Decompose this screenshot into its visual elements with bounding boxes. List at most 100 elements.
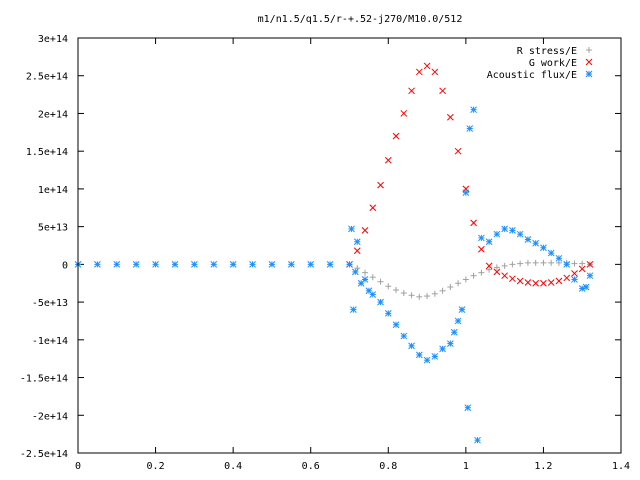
legend-marker — [586, 47, 592, 53]
data-point — [470, 219, 477, 227]
data-point — [439, 287, 446, 294]
data-point — [454, 147, 462, 155]
data-point — [485, 238, 493, 246]
data-point — [478, 269, 485, 276]
data-point — [431, 68, 439, 76]
legend-marker — [585, 58, 593, 66]
series-0 — [346, 259, 593, 300]
data-point — [326, 261, 334, 268]
data-point — [384, 156, 392, 164]
data-point — [408, 87, 415, 95]
data-point — [348, 225, 355, 233]
data-point — [540, 259, 547, 266]
data-point — [392, 321, 400, 329]
y-tick-label: -2.5e+14 — [20, 449, 68, 460]
data-point — [547, 279, 555, 286]
data-point — [431, 290, 438, 297]
x-axis: 0 0.2 0.4 0.6 0.8 1 1.2 1.4 — [75, 38, 630, 472]
y-tick-label: -1.5e+14 — [20, 374, 68, 385]
y-tick-label: 0 — [62, 260, 68, 271]
x-tick-label: 0 — [75, 461, 81, 472]
data-point — [540, 279, 547, 287]
x-tick-label: 1 — [463, 461, 469, 472]
y-tick-label: 1e+14 — [38, 185, 68, 196]
data-point — [423, 356, 431, 364]
data-point — [361, 227, 369, 234]
data-point — [249, 261, 256, 268]
data-point — [424, 293, 431, 300]
data-point — [351, 268, 359, 276]
data-point — [439, 87, 446, 95]
data-point — [350, 306, 357, 313]
data-point — [446, 113, 454, 121]
data-point — [400, 290, 407, 297]
legend-marker — [585, 70, 593, 78]
legend-label: Acoustic flux/E — [487, 70, 577, 81]
data-point — [524, 236, 532, 243]
data-point — [450, 328, 458, 336]
data-point — [447, 284, 454, 290]
series-1 — [346, 62, 594, 287]
data-point — [555, 277, 563, 285]
data-point — [353, 238, 361, 246]
plot-frame — [77, 37, 622, 454]
data-point — [548, 259, 555, 266]
y-tick-label: 5e+13 — [38, 223, 68, 234]
x-tick-label: 0.8 — [379, 461, 397, 472]
data-point — [579, 260, 586, 267]
data-point — [501, 225, 508, 233]
data-point — [524, 259, 531, 266]
data-point — [524, 279, 532, 286]
series-2 — [74, 106, 594, 444]
data-point — [385, 283, 392, 290]
x-tick-label: 1.4 — [612, 461, 630, 472]
data-point — [571, 270, 578, 277]
data-point — [423, 62, 431, 70]
data-point — [582, 283, 590, 291]
data-point — [393, 287, 400, 294]
data-point — [400, 110, 408, 117]
data-point — [384, 310, 392, 317]
data-point — [563, 274, 571, 282]
data-point — [532, 239, 540, 247]
data-point — [462, 189, 470, 197]
x-tick-label: 0.6 — [302, 461, 320, 472]
data-point — [563, 261, 571, 268]
data-point — [408, 292, 415, 299]
data-point — [365, 287, 373, 295]
data-point — [478, 245, 485, 253]
data-point — [532, 279, 540, 287]
data-point — [229, 261, 237, 268]
plot-area — [74, 62, 594, 444]
x-tick-label: 0.4 — [224, 461, 242, 472]
data-point — [578, 265, 586, 273]
data-point — [516, 277, 524, 285]
data-point — [408, 342, 415, 350]
data-point — [478, 234, 485, 242]
data-point — [455, 280, 462, 287]
data-point — [415, 68, 423, 76]
chart-title: m1/n1.5/q1.5/r-+.52-j270/M10.0/512 — [258, 14, 463, 25]
legend-label: G work/E — [529, 58, 577, 69]
y-tick-label: -1e+14 — [32, 336, 68, 347]
data-point — [431, 353, 439, 360]
data-point — [493, 230, 501, 238]
data-point — [362, 269, 369, 276]
data-point — [377, 278, 384, 285]
y-tick-label: 3e+14 — [38, 34, 68, 45]
data-point — [470, 272, 477, 279]
data-point — [454, 317, 462, 325]
data-point — [571, 260, 578, 267]
y-tick-label: 2e+14 — [38, 109, 68, 120]
data-point — [377, 298, 384, 306]
data-point — [439, 345, 446, 353]
data-point — [509, 261, 516, 268]
data-point — [540, 244, 547, 252]
data-point — [369, 291, 377, 298]
data-point — [586, 261, 594, 268]
data-point — [152, 261, 159, 268]
data-point — [361, 276, 369, 283]
data-point — [474, 436, 481, 444]
